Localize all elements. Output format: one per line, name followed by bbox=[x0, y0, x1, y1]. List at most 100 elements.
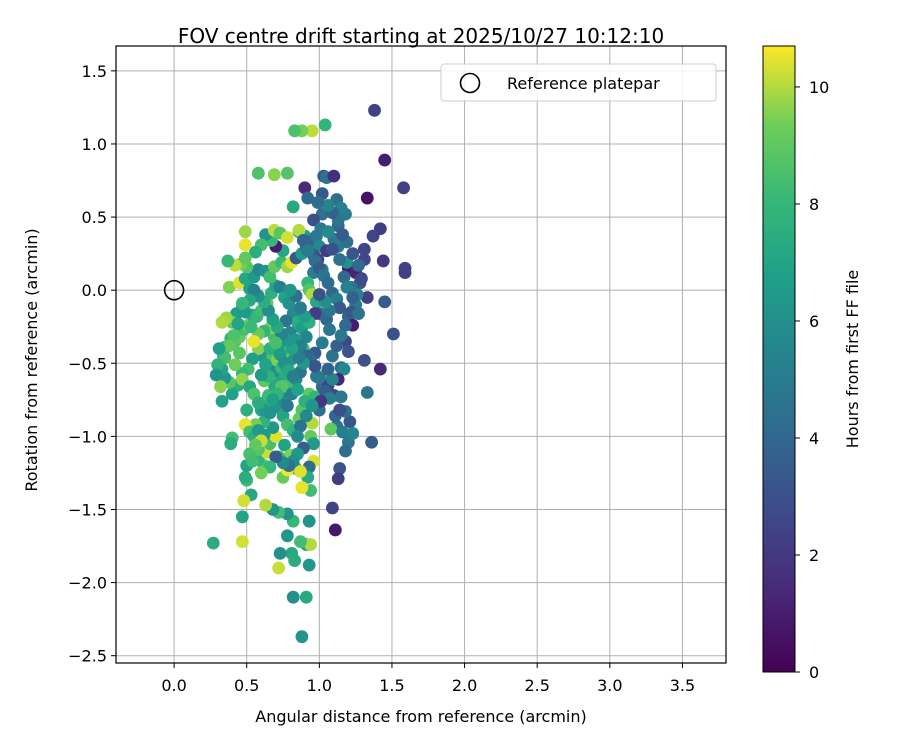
scatter-point bbox=[267, 168, 281, 182]
scatter-point bbox=[337, 270, 351, 284]
scatter-point bbox=[321, 362, 335, 376]
y-tick-label: 0.0 bbox=[82, 281, 107, 300]
scatter-point bbox=[209, 368, 223, 382]
scatter-point bbox=[212, 342, 226, 356]
scatter-point bbox=[343, 415, 357, 429]
x-tick-label: 3.5 bbox=[670, 676, 695, 695]
legend-box bbox=[440, 63, 717, 102]
scatter-point bbox=[211, 358, 225, 372]
scatter-point bbox=[235, 296, 249, 310]
scatter-point bbox=[294, 535, 307, 549]
scatter-point bbox=[254, 466, 268, 480]
y-tick-label: 1.0 bbox=[82, 135, 107, 154]
scatter-point bbox=[286, 200, 300, 214]
scatter-point bbox=[302, 514, 316, 528]
scatter-point bbox=[247, 283, 261, 297]
scatter-point bbox=[307, 213, 320, 227]
scatter-point bbox=[288, 554, 302, 568]
x-tick-label: 2.0 bbox=[452, 676, 477, 695]
x-axis-label: Angular distance from reference (arcmin) bbox=[255, 707, 586, 726]
scatter-point bbox=[318, 118, 332, 132]
scatter-point bbox=[311, 196, 325, 209]
scatter-point bbox=[397, 181, 410, 195]
scatter-point bbox=[340, 280, 354, 294]
scatter-point bbox=[273, 280, 287, 294]
scatter-point bbox=[398, 266, 412, 280]
chart-title: FOV centre drift starting at 2025/10/27 … bbox=[178, 24, 664, 48]
scatter-point bbox=[321, 198, 335, 212]
colorbar-tick-label: 2 bbox=[809, 546, 819, 565]
scatter-point bbox=[221, 254, 235, 268]
scatter-point bbox=[291, 429, 304, 443]
scatter-point bbox=[308, 359, 322, 373]
scatter-point bbox=[237, 494, 251, 508]
x-axis-ticks: 0.0 0.5 1.0 1.5 2.0 2.5 3.0 3.5 bbox=[161, 663, 695, 695]
scatter-point bbox=[294, 465, 307, 478]
scatter-point bbox=[312, 288, 326, 301]
x-tick-label: 1.5 bbox=[379, 676, 404, 695]
reference-platepar-marker bbox=[163, 279, 185, 301]
scatter-point bbox=[286, 590, 300, 604]
legend: Reference platepar bbox=[440, 63, 717, 102]
scatter-point bbox=[235, 510, 249, 524]
scatter-point bbox=[341, 345, 355, 358]
scatter-point bbox=[288, 124, 302, 138]
scatter-point bbox=[222, 280, 236, 294]
scatter-point bbox=[334, 329, 348, 342]
scatter-point bbox=[302, 558, 316, 572]
scatter-point bbox=[272, 561, 286, 575]
scatter-point bbox=[336, 228, 349, 242]
scatter-point bbox=[305, 399, 319, 413]
colorbar-tick-label: 6 bbox=[809, 312, 819, 331]
scatter-point bbox=[273, 546, 287, 560]
x-tick-label: 1.0 bbox=[307, 676, 332, 695]
scatter-point bbox=[376, 254, 390, 268]
scatter-point bbox=[263, 270, 277, 284]
scatter-point bbox=[249, 245, 262, 259]
scatter-point bbox=[365, 435, 379, 449]
scatter-point bbox=[331, 472, 345, 486]
scatter-point bbox=[286, 370, 300, 383]
scatter-point bbox=[246, 352, 259, 366]
scatter-point bbox=[240, 403, 254, 417]
scatter-point bbox=[326, 349, 339, 363]
scatter-point bbox=[333, 403, 347, 417]
scatter-point bbox=[321, 276, 335, 290]
scatter-point bbox=[336, 425, 349, 439]
y-tick-label: −2.0 bbox=[68, 574, 107, 593]
scatter-point bbox=[305, 124, 319, 138]
scatter-point bbox=[333, 301, 347, 315]
scatter-point bbox=[326, 501, 339, 515]
y-tick-label: 0.5 bbox=[82, 208, 107, 227]
scatter-point bbox=[321, 225, 335, 239]
x-tick-label: 0.0 bbox=[161, 676, 186, 695]
scatter-point bbox=[238, 225, 252, 239]
scatter-point bbox=[357, 353, 371, 367]
scatter-point bbox=[228, 358, 242, 372]
y-tick-label: −1.0 bbox=[68, 427, 107, 446]
scatter-point bbox=[247, 334, 261, 348]
scatter-point bbox=[225, 387, 239, 401]
x-tick-label: 0.5 bbox=[234, 676, 259, 695]
scatter-point bbox=[378, 153, 392, 167]
scatter-point bbox=[224, 437, 238, 451]
scatter-point bbox=[215, 394, 229, 408]
scatter-point bbox=[304, 538, 318, 551]
scatter-point bbox=[206, 536, 220, 550]
scatter-point bbox=[378, 295, 392, 309]
scatter-point bbox=[324, 422, 338, 436]
scatter-point bbox=[222, 339, 236, 353]
grid bbox=[116, 46, 726, 663]
plot-frame bbox=[115, 45, 727, 664]
scatter-point bbox=[330, 339, 344, 353]
scatter-point bbox=[323, 323, 336, 337]
legend-entry-label: Reference platepar bbox=[507, 74, 660, 93]
y-tick-label: −0.5 bbox=[68, 354, 107, 373]
scatter-point bbox=[299, 590, 313, 604]
scatter-point bbox=[366, 229, 380, 243]
scatter-point bbox=[352, 258, 365, 272]
scatter-point bbox=[251, 166, 265, 180]
colorbar bbox=[762, 45, 796, 673]
scatter-point bbox=[263, 406, 277, 420]
